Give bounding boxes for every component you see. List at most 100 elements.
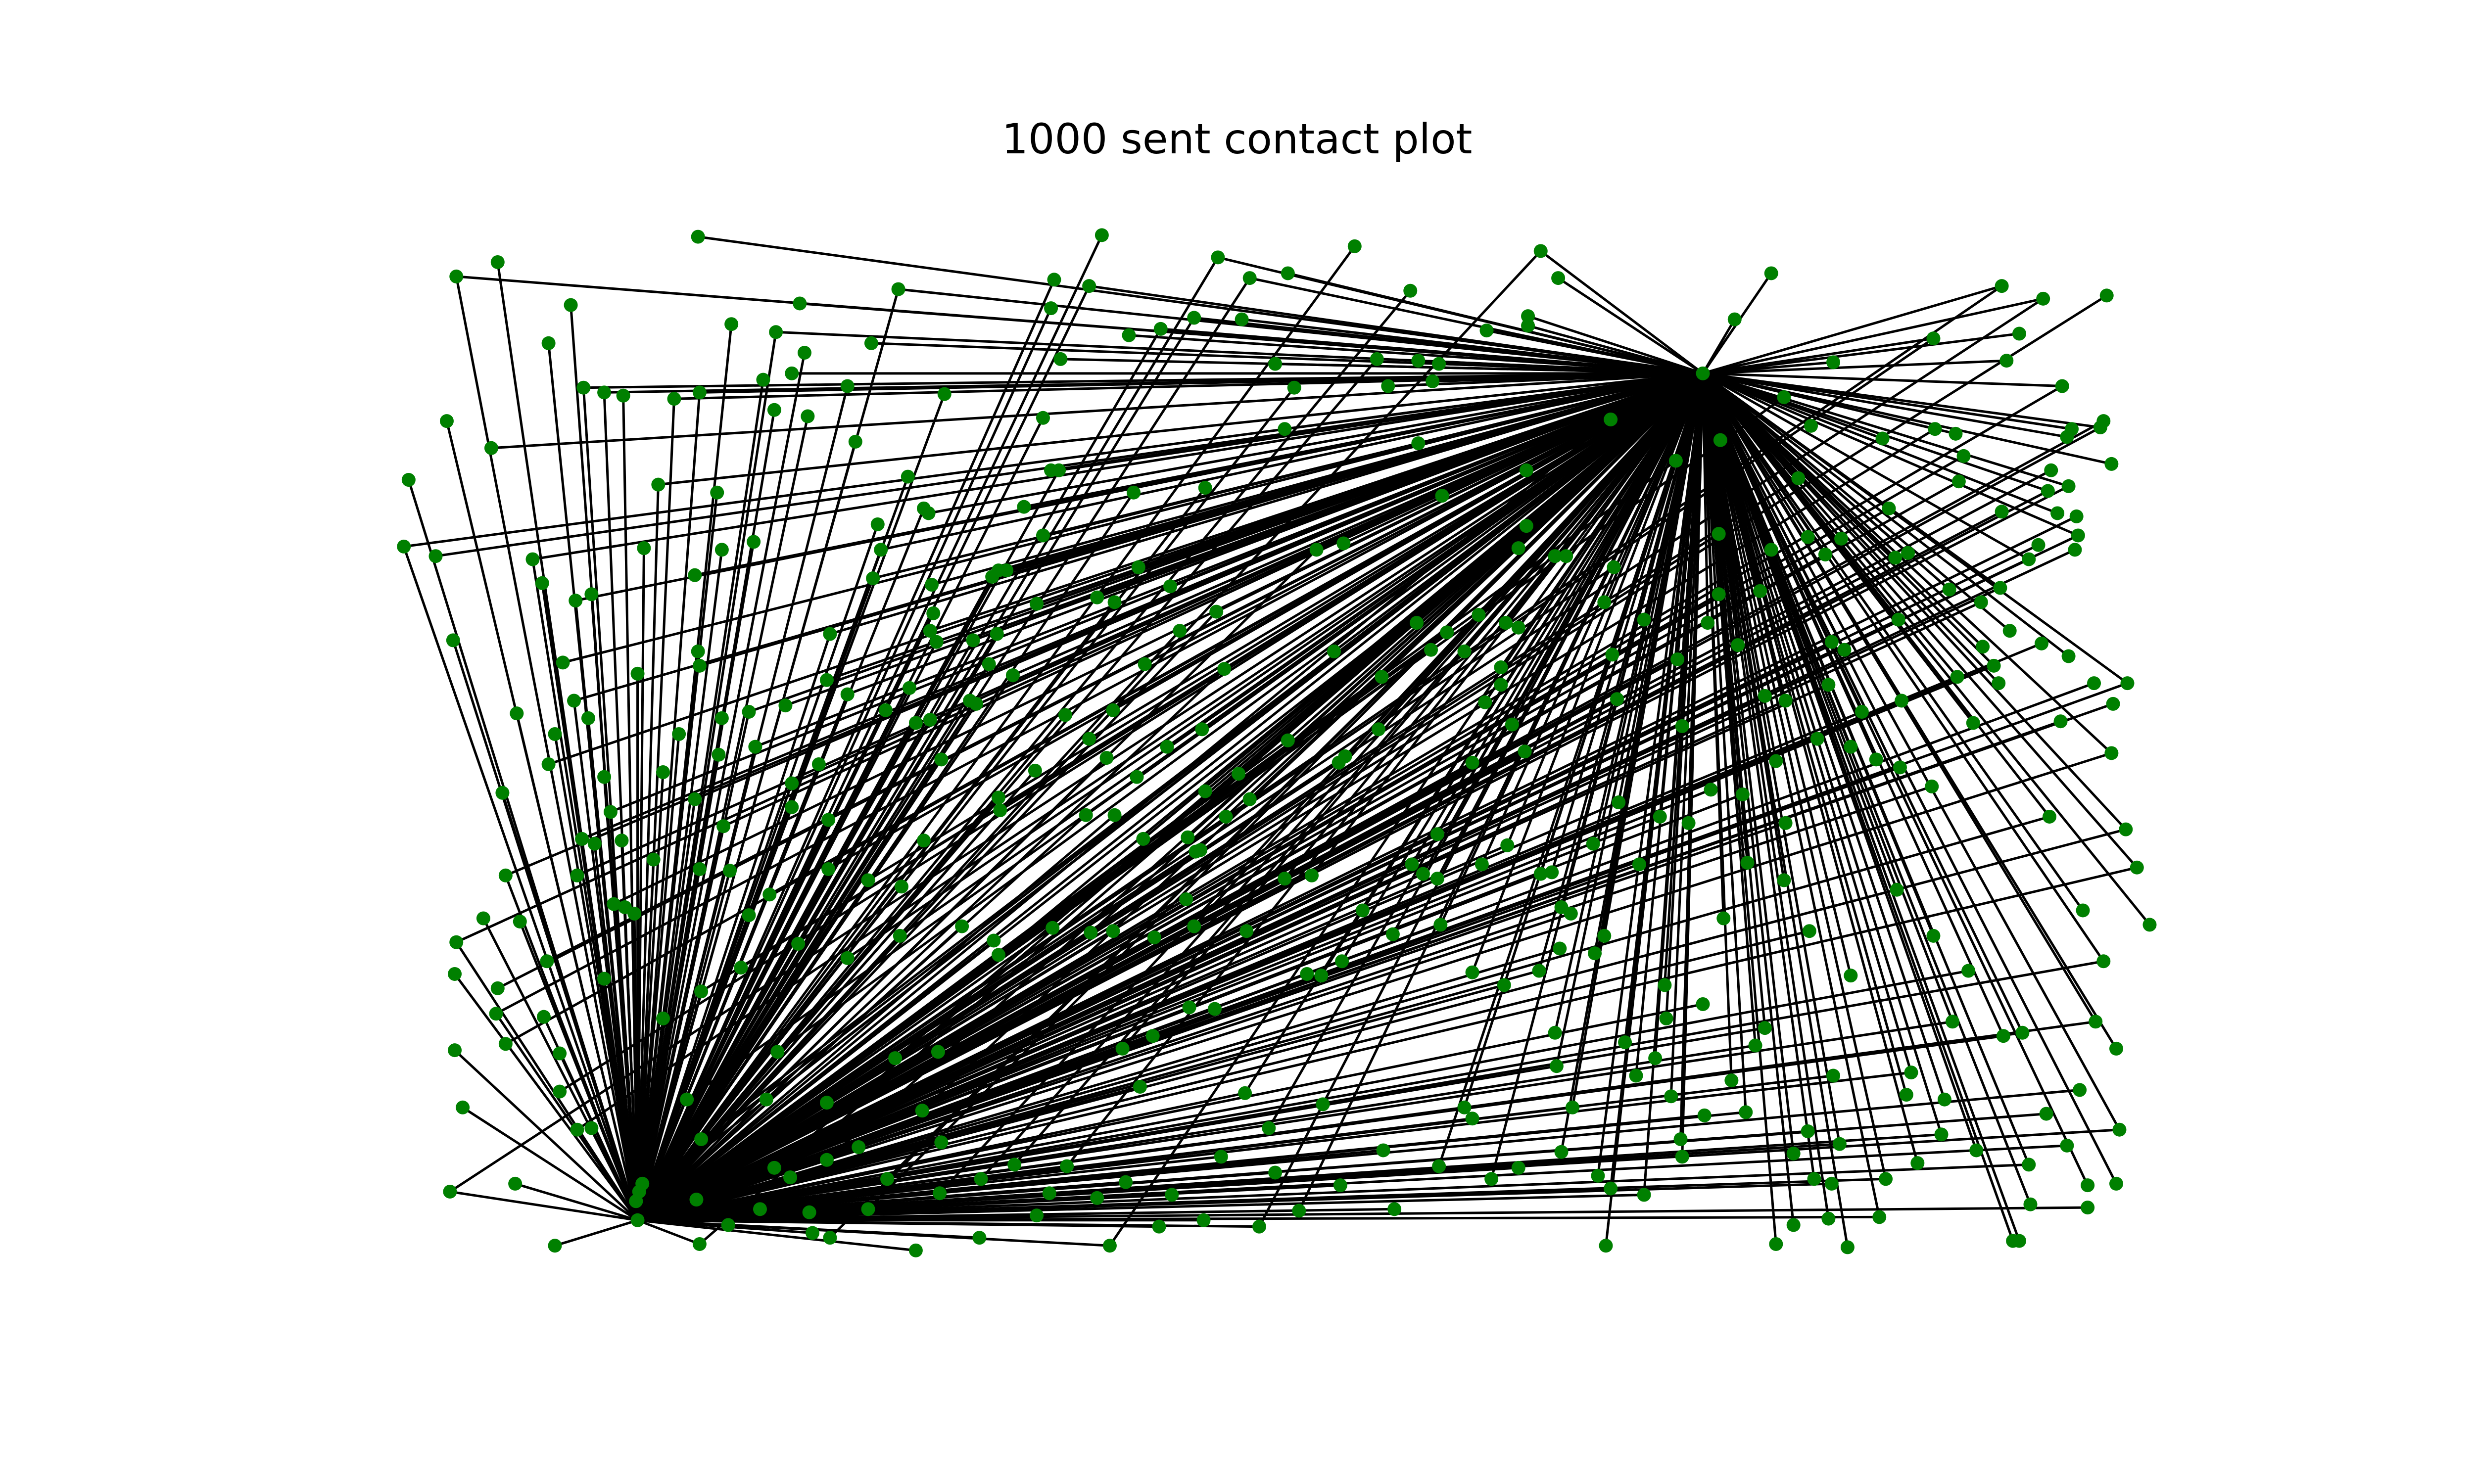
contact-node (1925, 779, 1939, 793)
contact-node (2106, 696, 2120, 711)
contact-node (587, 836, 602, 851)
contact-node (1119, 1175, 1133, 1189)
contact-edge (636, 709, 887, 1221)
contact-edge (1702, 372, 2113, 754)
contact-node (1588, 946, 1602, 961)
contact-node (584, 587, 599, 602)
contact-node (1778, 816, 1793, 830)
contact-node (1764, 266, 1778, 280)
contact-node (564, 298, 578, 312)
contact-edge (402, 546, 639, 1221)
contact-edge (826, 372, 1704, 682)
contact-node (921, 506, 936, 520)
contact-edge (454, 1049, 639, 1221)
contact-edge (637, 558, 2030, 1222)
contact-node (1107, 595, 1122, 609)
contact-node (401, 473, 416, 487)
contact-node (1411, 354, 1426, 368)
contact-node (1208, 1002, 1222, 1016)
contact-edge (1340, 372, 1704, 962)
contact-node (742, 908, 756, 923)
contact-edge (637, 1219, 728, 1226)
contact-node (901, 469, 915, 484)
contact-node (861, 873, 875, 887)
contact-node (802, 1205, 816, 1219)
contact-node (688, 792, 702, 806)
contact-edge (636, 868, 830, 1221)
contact-edge (637, 587, 2001, 1222)
contact-node (819, 1096, 834, 1110)
contact-node (1533, 244, 1548, 258)
contact-node (1949, 426, 1963, 441)
contact-node (1926, 928, 1941, 943)
contact-node (1610, 692, 1624, 706)
contact-edge (1702, 372, 2048, 492)
contact-edge (1703, 337, 1934, 375)
contact-node (937, 387, 952, 401)
contact-node (819, 1153, 834, 1167)
contact-edge (1703, 332, 2020, 375)
contact-edge (791, 372, 1704, 785)
contact-node (1518, 744, 1532, 759)
contact-node (1664, 1089, 1678, 1104)
contact-edge (939, 372, 1704, 1194)
contact-node (2041, 484, 2055, 498)
contact-node (1387, 1202, 1402, 1216)
contact-node (570, 868, 584, 882)
contact-node (801, 409, 815, 423)
contact-edge (637, 1219, 916, 1252)
contact-node (692, 385, 707, 400)
contact-edge (554, 734, 639, 1221)
contact-edge (636, 943, 800, 1221)
contact-node (692, 1237, 707, 1251)
contact-node (651, 477, 666, 492)
contact-edge (636, 674, 1014, 1221)
contact-node (1214, 1150, 1228, 1164)
contact-edge (1702, 373, 1852, 976)
contact-edge (1411, 372, 1704, 865)
contact-node (581, 711, 595, 725)
contact-edge (1284, 372, 1704, 880)
contact-edge (636, 687, 911, 1221)
contact-node (1769, 1237, 1783, 1251)
contact-node (489, 1007, 503, 1021)
contact-edge (637, 925, 1195, 1222)
contact-node (1826, 1068, 1841, 1083)
contact-edge (636, 633, 998, 1221)
contact-node (2065, 422, 2079, 436)
contact-node (1533, 867, 1548, 881)
contact-edge (636, 257, 1219, 1221)
contact-node (929, 635, 944, 649)
contact-node (1521, 309, 1535, 324)
contact-node (1217, 662, 1232, 676)
contact-node (2022, 1158, 2036, 1172)
contact-edge (769, 372, 1704, 896)
contact-node (428, 549, 443, 563)
contact-node (1599, 1239, 1613, 1253)
contact-edge (1702, 372, 2030, 1165)
contact-node (616, 388, 630, 403)
contact-node (2055, 379, 2069, 393)
contact-node (446, 633, 460, 648)
contact-edge (1702, 372, 2021, 1242)
contact-node (1928, 422, 1942, 436)
contact-node (1314, 969, 1329, 983)
contact-node (1653, 809, 1667, 824)
contact-node (990, 627, 1004, 641)
contact-node (1532, 964, 1546, 978)
contact-edge (637, 1003, 1704, 1222)
node-layer (397, 228, 2157, 1257)
contact-node (1181, 830, 1195, 844)
contact-node (1465, 965, 1479, 979)
contact-node (1219, 809, 1233, 824)
contact-node (1106, 924, 1120, 938)
contact-node (576, 380, 591, 395)
contact-node (448, 1043, 462, 1058)
contact-node (1028, 763, 1042, 778)
contact-edge (637, 1219, 700, 1246)
contact-node (1036, 411, 1050, 425)
contact-node (821, 862, 836, 876)
contact-edge (532, 372, 1703, 561)
contact-node (1424, 643, 1438, 657)
contact-node (498, 868, 513, 882)
